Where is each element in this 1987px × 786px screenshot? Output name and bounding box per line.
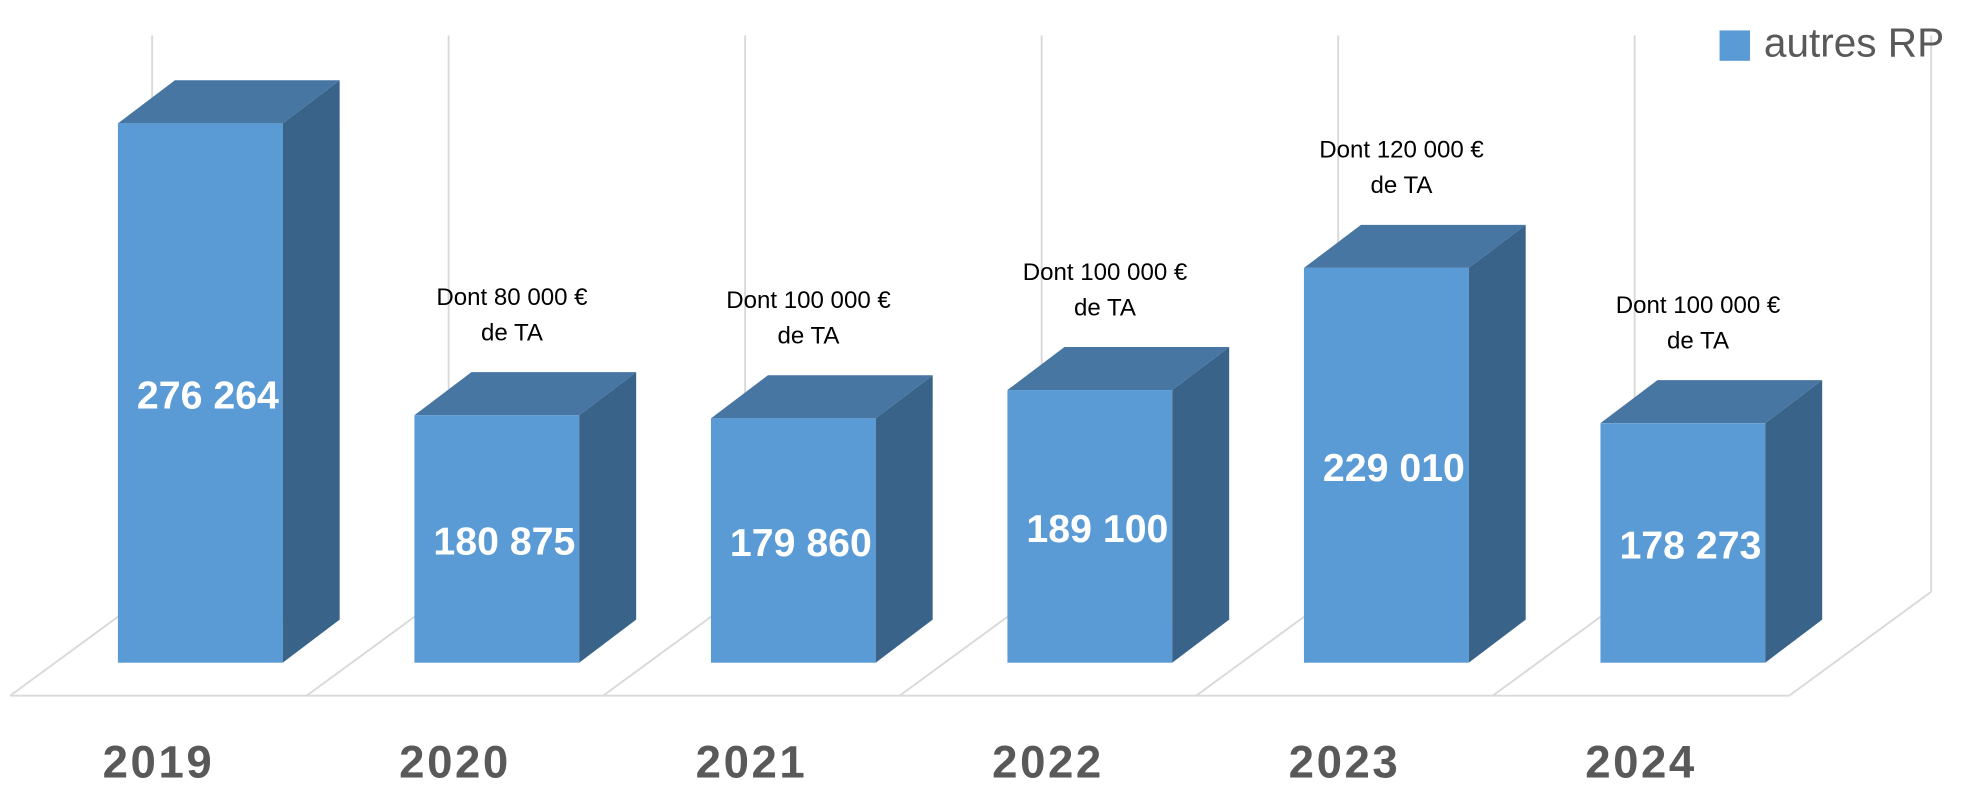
bar <box>117 123 283 663</box>
bar <box>414 415 580 663</box>
bar <box>414 372 637 663</box>
value-label: 229 010 <box>1323 446 1465 490</box>
bar <box>1007 390 1173 663</box>
legend: autres RP <box>1719 19 1944 65</box>
x-tick-label: 2021 <box>696 736 808 786</box>
annotation: de TA <box>1371 172 1433 199</box>
annotation: Dont 80 000 € <box>436 284 588 311</box>
legend-label: autres RP <box>1764 19 1944 65</box>
annotation: Dont 120 000 € <box>1319 137 1484 164</box>
bar-top <box>1007 346 1230 391</box>
bar <box>1007 346 1230 663</box>
bar <box>710 375 933 663</box>
legend-swatch <box>1719 30 1750 61</box>
annotation: de TA <box>778 323 840 350</box>
annotation: Dont 100 000 € <box>1616 292 1781 319</box>
value-label: 179 860 <box>730 521 872 565</box>
bar-side <box>1172 346 1230 663</box>
bar <box>1600 380 1823 663</box>
bar-top <box>414 372 637 416</box>
bar <box>117 80 340 663</box>
bar-side <box>579 372 637 663</box>
bar-side <box>282 80 340 663</box>
bar-side <box>1468 224 1526 663</box>
bar-side <box>1765 380 1823 663</box>
value-label: 276 264 <box>137 373 279 417</box>
x-tick-label: 2022 <box>992 736 1104 786</box>
x-tick-label: 2019 <box>103 736 215 786</box>
x-tick-label: 2020 <box>399 736 511 786</box>
x-tick-label: 2024 <box>1585 736 1697 786</box>
annotation: Dont 100 000 € <box>1023 259 1188 286</box>
bar <box>1303 267 1469 663</box>
value-label: 180 875 <box>433 519 575 563</box>
bars <box>117 80 1823 663</box>
bar-top <box>710 375 933 419</box>
annotation: de TA <box>481 319 543 346</box>
value-label: 189 100 <box>1026 507 1168 551</box>
annotation: de TA <box>1074 294 1136 321</box>
bar-top <box>117 80 340 124</box>
annotation: de TA <box>1667 327 1729 354</box>
bar-top <box>1303 224 1526 268</box>
bar-side <box>875 375 933 663</box>
bar <box>1600 423 1766 663</box>
floor-divider <box>1788 590 1932 697</box>
labels: 276 264 2019 180 875 Dont 80 000 € de TA 2020… <box>103 137 1781 786</box>
bar <box>710 418 876 663</box>
bar-top <box>1600 380 1823 424</box>
bar <box>1303 224 1526 663</box>
annotation: Dont 100 000 € <box>726 287 891 314</box>
value-label: 178 273 <box>1619 523 1761 567</box>
x-tick-label: 2023 <box>1289 736 1401 786</box>
